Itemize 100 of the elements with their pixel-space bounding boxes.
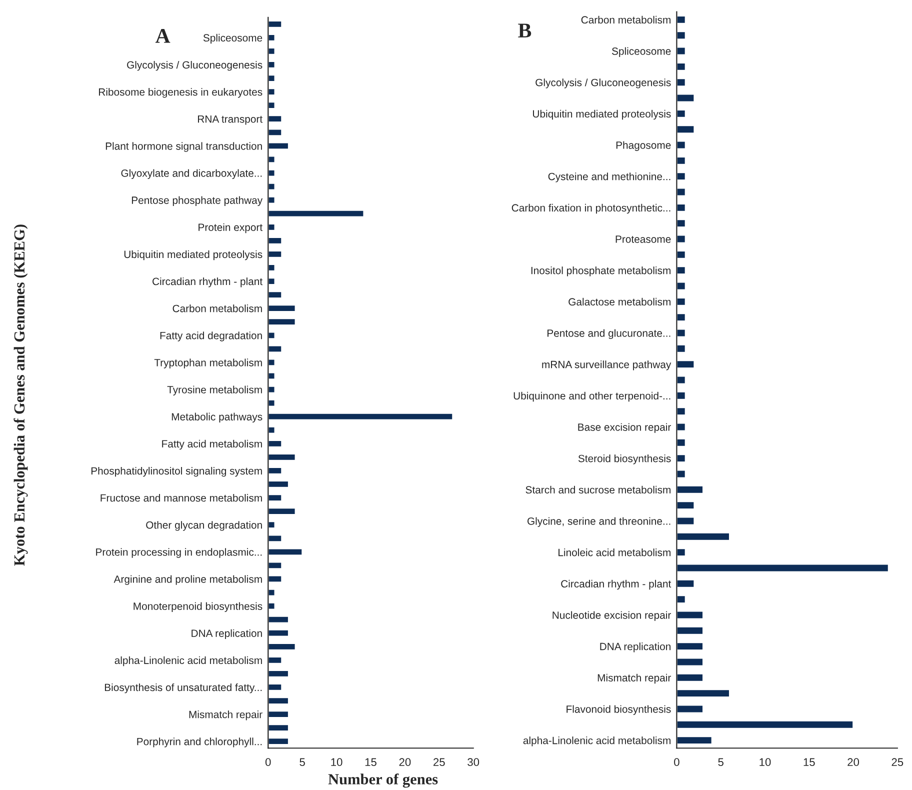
y-tick-label: Biosynthesis of unsaturated fatty... — [104, 683, 262, 694]
y-tick-label: Nucleotide excision repair — [552, 611, 671, 621]
bar — [268, 534, 283, 542]
bar — [268, 223, 276, 232]
bar — [268, 74, 276, 82]
bar — [268, 114, 283, 123]
bar — [268, 480, 290, 488]
bar — [268, 507, 296, 516]
bar — [676, 78, 686, 87]
bar — [268, 642, 296, 651]
bar — [268, 196, 276, 204]
bar — [676, 516, 696, 526]
x-tick-label: 25 — [892, 758, 904, 766]
y-tick-label: Tryptophan metabolism — [154, 358, 262, 368]
bar — [268, 385, 276, 394]
bar — [676, 172, 686, 181]
bar — [268, 615, 290, 624]
bar — [676, 250, 686, 260]
bar — [268, 250, 283, 258]
bar — [676, 500, 696, 510]
bar — [268, 561, 283, 570]
x-tick-label: 15 — [804, 758, 815, 766]
bar — [676, 109, 686, 118]
y-tick-label: Porphyrin and chlorophyll... — [137, 738, 262, 748]
bar — [676, 312, 686, 322]
x-tick-label: 0 — [674, 758, 680, 766]
y-tick-label: Carbon metabolism — [172, 304, 262, 312]
bar — [676, 30, 686, 40]
y-tick-label: Ubiquitin mediated proteolysis — [533, 110, 671, 120]
y-tick-label: Protein export — [198, 223, 262, 234]
y-tick-label: Fatty acid metabolism — [162, 440, 262, 450]
bar — [268, 142, 290, 150]
bar — [676, 610, 704, 620]
bar — [268, 412, 454, 421]
bar — [268, 277, 276, 286]
x-tick-label: 20 — [399, 758, 411, 766]
bar — [268, 548, 304, 556]
y-tick-label: Mismatch repair — [189, 710, 262, 720]
bar — [676, 124, 696, 134]
y-tick-label: alpha-Linolenic acid metabolism — [523, 736, 670, 746]
y-tick-label: DNA replication — [192, 629, 262, 640]
bar — [676, 62, 686, 72]
bar — [676, 704, 704, 714]
y-tick-label: Pentose and glucuronate... — [548, 329, 670, 339]
bar — [676, 626, 704, 636]
chart-title: B — [518, 24, 532, 38]
bar — [676, 297, 686, 306]
bar — [268, 696, 290, 705]
y-tick-label: Linoleic acid metabolism — [558, 548, 670, 556]
y-tick-label: DNA replication — [600, 642, 670, 652]
bar — [268, 629, 290, 638]
y-tick-label: Other glycan degradation — [146, 521, 262, 531]
y-tick-label: Glycolysis / Gluconeogenesis — [127, 60, 262, 71]
y-tick-label: Protein processing in endoplasmic... — [96, 548, 262, 558]
y-tick-label: Spliceosome — [203, 34, 262, 44]
bar — [268, 128, 283, 136]
bar — [268, 264, 276, 272]
y-tick-label: Carbon fixation in photosynthetic... — [512, 204, 670, 214]
y-tick-label: Fatty acid degradation — [160, 332, 262, 342]
y-tick-label: Phagosome — [616, 141, 671, 151]
bar — [676, 720, 854, 730]
bar — [268, 236, 283, 245]
y-tick-label: Circadian rhythm - plant — [152, 277, 263, 288]
y-tick-label: Monoterpenoid biosynthesis — [134, 602, 262, 612]
x-tick-label: 25 — [434, 758, 445, 766]
x-tick-label: 15 — [365, 758, 376, 766]
y-tick-label: Ubiquinone and other terpenoid-... — [514, 392, 670, 402]
bar — [268, 210, 365, 218]
y-tick-label: Steroid biosynthesis — [578, 454, 671, 464]
bar — [268, 182, 276, 191]
y-tick-label: Ubiquitin mediated proteolysis — [124, 250, 262, 260]
bar — [676, 594, 686, 604]
bar — [676, 673, 704, 682]
bar — [268, 670, 290, 678]
y-tick-label: Circadian rhythm - plant — [561, 580, 672, 590]
bar — [268, 88, 276, 96]
bar — [268, 20, 283, 28]
bar — [268, 358, 276, 367]
x-tick-label: 10 — [331, 758, 342, 766]
bar — [268, 60, 276, 69]
bar — [268, 290, 283, 299]
y-tick-label: Carbon metabolism — [581, 16, 670, 24]
y-tick-label: Galactose metabolism — [568, 298, 670, 306]
bar — [676, 454, 686, 463]
y-tick-label: mRNA surveillance pathway — [542, 360, 672, 370]
y-tick-label: Arginine and proline metabolism — [114, 575, 262, 585]
y-tick-label: Metabolic pathways — [172, 412, 262, 423]
bar — [268, 344, 283, 353]
bar — [268, 588, 276, 597]
y-tick-label: Mismatch repair — [598, 674, 671, 684]
x-tick-label: 0 — [265, 758, 271, 766]
bar — [268, 494, 283, 502]
bar — [268, 372, 276, 380]
bar — [676, 485, 704, 494]
bar — [268, 453, 296, 462]
y-tick-label: Pentose phosphate pathway — [132, 196, 263, 206]
bar — [268, 710, 290, 718]
bar — [676, 93, 696, 103]
bar — [268, 683, 283, 692]
y-tick-label: Phosphatidylinositol signaling system — [91, 466, 262, 477]
